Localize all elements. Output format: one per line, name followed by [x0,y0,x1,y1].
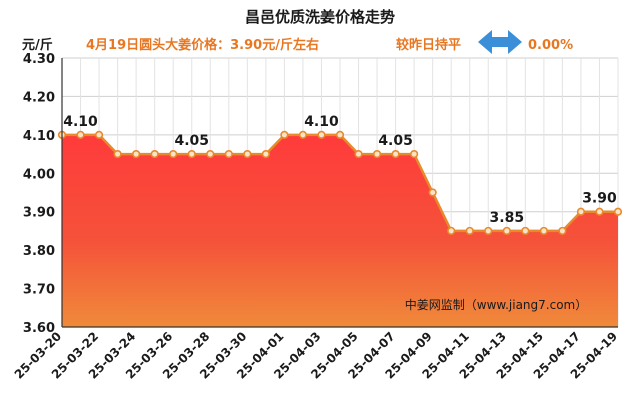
data-point [613,207,623,216]
y-tick-label: 3.60 [23,321,55,336]
y-tick-label: 4.00 [23,167,55,182]
data-point [94,130,104,139]
data-label: 4.05 [378,133,413,149]
data-label: 4.10 [304,114,339,130]
data-point [187,149,196,159]
data-point [447,226,456,236]
axes [61,58,618,328]
data-label: 4.10 [63,114,98,130]
unit-label: 元/斤 [22,37,53,53]
price-area [62,134,618,327]
data-point [558,226,567,236]
data-point [465,226,474,236]
flat-arrow-icon [478,30,522,54]
y-tick-label: 4.10 [23,129,55,144]
data-point [169,149,178,159]
data-point [372,149,382,159]
source-credit: 中姜网监制（www.jiang7.com） [405,297,587,312]
data-point [428,188,437,197]
change-percent: 0.00% [528,38,573,53]
data-point [113,149,122,159]
y-tick-label: 4.20 [23,90,55,105]
y-tick-label: 4.30 [23,52,55,67]
y-tick-label: 3.70 [23,283,55,298]
data-point [576,207,586,216]
compare-label: 较昨日持平 [396,37,461,53]
data-point [521,226,530,236]
data-point [206,149,215,159]
data-point [261,149,270,159]
y-axis-ticks: 3.60 3.70 3.80 3.90 4.00 4.10 4.20 4.30 [23,52,55,336]
x-axis-ticks: 25-03-2025-03-2225-03-2425-03-2625-03-28… [12,329,620,381]
data-point [150,149,159,159]
chart-title: 昌邑优质洗姜价格走势 [245,8,395,26]
data-point [410,149,419,159]
data-point [280,130,289,139]
y-tick-label: 3.80 [23,244,55,259]
data-point [335,130,345,139]
data-labels: 4.10 4.05 4.10 4.05 3.85 3.90 [63,114,617,226]
data-label: 4.05 [174,133,209,149]
data-label: 3.85 [490,210,525,226]
data-point [391,149,400,159]
data-markers [57,130,623,236]
data-point [317,130,326,139]
price-summary: 4月19日圆头大姜价格：3.90元/斤左右 [86,37,319,53]
data-point [539,226,548,236]
data-label: 3.90 [582,191,617,207]
y-tick-label: 3.90 [23,206,55,221]
data-point [132,149,141,159]
data-point [76,130,85,139]
data-point [224,149,233,159]
data-point [595,207,604,216]
data-point [243,149,252,159]
data-point [354,149,363,159]
data-point [502,226,511,236]
data-point [484,226,493,236]
data-point [298,130,308,139]
